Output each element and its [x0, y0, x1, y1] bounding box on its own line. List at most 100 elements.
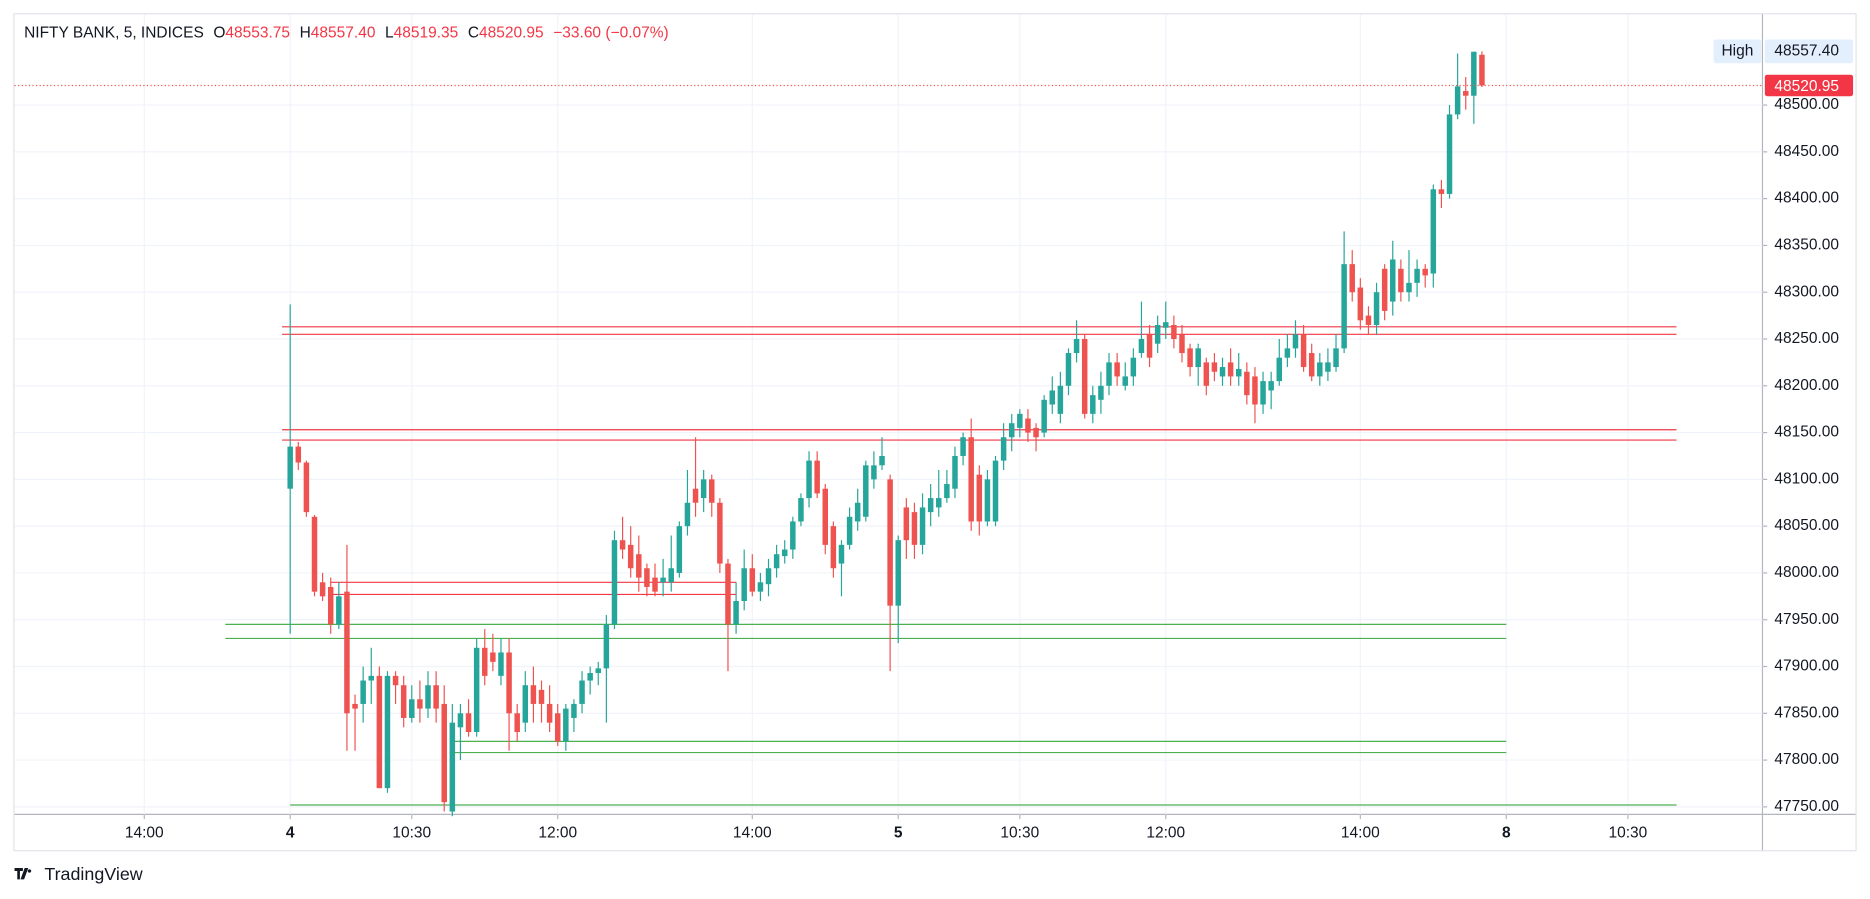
candle-body	[773, 554, 780, 569]
x-tick-label: 8	[1502, 825, 1511, 842]
candle-body	[1252, 376, 1258, 405]
candle-body	[757, 582, 764, 592]
candle-body	[303, 462, 310, 513]
y-tick-label: 48500.00	[1774, 96, 1839, 113]
candle-body	[441, 703, 447, 803]
candle-body	[1195, 348, 1201, 368]
candle-body	[384, 675, 391, 789]
candle-body	[433, 685, 439, 709]
y-tick-label: 47750.00	[1774, 798, 1839, 815]
candle-body	[1098, 385, 1104, 400]
x-tick-label: 14:00	[733, 825, 772, 842]
last-price-label: 48520.95	[1774, 78, 1839, 95]
legend-key: O	[213, 24, 225, 41]
candle-body	[409, 699, 415, 718]
candle-body	[1325, 362, 1331, 372]
candle-body	[968, 437, 974, 522]
candle-body	[676, 526, 683, 573]
candle-body	[587, 673, 593, 681]
levels	[225, 326, 1677, 806]
y-tick-label: 48150.00	[1774, 424, 1839, 441]
candle-body	[327, 586, 334, 625]
x-tick-label: 10:30	[1000, 825, 1039, 842]
candle-body	[895, 540, 901, 606]
y-tick-label: 48450.00	[1774, 143, 1839, 160]
candle-body	[790, 521, 796, 550]
legend-key: H	[300, 24, 311, 41]
candle-body	[1308, 353, 1315, 377]
candle-body	[336, 596, 342, 625]
candle-body	[936, 498, 942, 508]
candle-body	[1438, 189, 1445, 194]
candle-body	[1130, 357, 1137, 377]
candle-body	[417, 699, 423, 709]
candle-body	[530, 685, 537, 704]
x-tick-label: 10:30	[392, 825, 431, 842]
candle-body	[344, 591, 350, 714]
candle-body	[709, 479, 715, 503]
y-tick-label: 47800.00	[1774, 751, 1839, 768]
candle-body	[984, 479, 991, 522]
candle-body	[976, 474, 983, 522]
candle-body	[1073, 339, 1080, 354]
x-tick-label: 4	[286, 825, 295, 842]
candle-body	[700, 479, 707, 499]
candle-body	[1430, 189, 1437, 274]
candle-body	[846, 516, 853, 545]
candle-body	[1081, 339, 1088, 414]
candle-body	[449, 722, 456, 812]
candle-body	[1219, 367, 1226, 377]
candle-body	[392, 675, 399, 686]
candle-body	[1057, 385, 1064, 414]
candle-body	[1390, 259, 1396, 302]
candle-body	[1065, 353, 1072, 386]
candle-body	[1471, 51, 1477, 96]
candle-body	[1000, 437, 1007, 461]
candle-body	[814, 460, 820, 494]
legend: NIFTY BANK, 5, INDICES O48553.75 H48557.40…	[24, 24, 669, 41]
candle-body	[538, 689, 545, 704]
candle-body	[927, 498, 934, 513]
candle-body	[352, 703, 358, 709]
candle-body	[1049, 390, 1056, 405]
candle-body	[1341, 264, 1347, 349]
candle-body	[368, 675, 374, 681]
candle-body	[1268, 381, 1274, 391]
y-tick-label: 47900.00	[1774, 658, 1839, 675]
high-value-box	[1764, 39, 1854, 64]
axes: 47750.00 47800.00 47850.00 47900.00 47950.00…	[14, 39, 1854, 842]
candle-body	[563, 708, 569, 742]
legend-value: 48519.35	[394, 24, 459, 41]
candle-body	[887, 479, 893, 606]
candle-body	[1154, 324, 1161, 344]
candle-body	[749, 568, 756, 592]
candle-body	[579, 680, 585, 704]
candle-body	[619, 540, 626, 550]
candle-body	[603, 624, 610, 669]
candle-body	[1300, 334, 1307, 368]
candle-body	[546, 703, 553, 723]
candle-body	[498, 652, 504, 676]
candle-body	[1008, 423, 1015, 438]
candle-body	[1292, 334, 1299, 349]
y-tick-label: 47950.00	[1774, 611, 1839, 628]
candle-body	[319, 582, 326, 597]
candle-body	[717, 502, 723, 564]
candle-body	[822, 488, 829, 545]
candle-body	[490, 652, 496, 662]
brand: TradingView	[14, 864, 143, 884]
candle-body	[1163, 322, 1169, 328]
candle-body	[1317, 362, 1323, 377]
y-tick-label: 47850.00	[1774, 704, 1839, 721]
candle-body	[571, 703, 577, 718]
candle-body	[652, 577, 658, 592]
high-tag-box	[1713, 39, 1762, 64]
last-price-box	[1764, 74, 1854, 97]
candle-body	[1041, 399, 1047, 433]
candle-body	[465, 713, 472, 733]
candle-body	[1106, 362, 1112, 386]
high-tag-text: High	[1721, 42, 1753, 59]
legend-key: C	[468, 24, 479, 41]
candle-body	[1090, 395, 1096, 414]
